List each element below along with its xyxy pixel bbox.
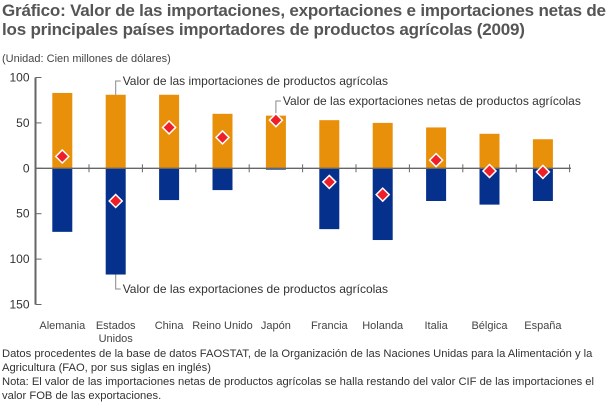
import-bar	[319, 120, 340, 169]
net-export-marker	[481, 163, 498, 179]
y-tick-label: 150	[9, 298, 29, 312]
x-category-label: Japón	[261, 320, 291, 332]
import-bar	[479, 133, 500, 169]
callout-label-imports: Valor de las importaciones de productos …	[123, 74, 388, 88]
net-export-marker	[268, 112, 284, 128]
x-category-label: Bélgica	[471, 320, 508, 332]
callout-line-exports	[115, 274, 121, 290]
x-category-label: Reino Unido	[192, 320, 253, 332]
import-bar	[372, 122, 393, 169]
net-export-marker	[108, 193, 124, 209]
y-tick-label: 0	[23, 161, 30, 175]
net-export-marker	[321, 174, 337, 190]
y-tick-label: 50	[16, 207, 30, 221]
import-bar	[532, 139, 553, 169]
x-category-label: España	[524, 320, 562, 332]
callout-label-net: Valor de las exportaciones netas de prod…	[283, 94, 581, 108]
export-bar	[426, 168, 447, 201]
callout-line-imports	[115, 80, 121, 95]
net-export-marker	[54, 148, 70, 165]
net-export-marker	[428, 152, 444, 168]
export-bar	[105, 168, 126, 275]
source-note: Datos procedentes de la base de datos FA…	[2, 348, 593, 374]
x-category-label: Unidos	[99, 333, 134, 345]
callout-label-exports: Valor de las exportaciones de productos …	[123, 282, 388, 296]
net-export-marker	[161, 119, 177, 136]
import-bar	[265, 115, 286, 169]
export-bar	[159, 168, 180, 201]
export-bar	[479, 168, 500, 205]
chart-notes: Datos procedentes de la base de datos FA…	[2, 347, 612, 403]
callout-line-net	[275, 100, 281, 114]
import-bar	[105, 94, 126, 169]
chart-title: Gráfico: Valor de las importaciones, exp…	[2, 1, 606, 39]
import-bar	[52, 92, 73, 169]
net-export-marker	[375, 187, 391, 203]
export-bar	[52, 168, 73, 232]
y-tick-label: 50	[16, 116, 30, 130]
export-bar	[532, 168, 553, 201]
unit-label: (Unidad: Cien millones de dólares)	[2, 53, 171, 65]
y-tick-label: 100	[9, 252, 29, 266]
x-category-label: Francia	[311, 320, 349, 332]
x-category-label: China	[155, 320, 185, 332]
calculation-note: Nota: El valor de las importaciones neta…	[2, 376, 595, 402]
y-tick-label: 100	[9, 71, 29, 85]
export-bar	[372, 168, 393, 241]
net-export-marker	[535, 164, 551, 180]
export-bar	[265, 168, 286, 170]
x-category-label: Italia	[424, 320, 448, 332]
net-export-marker	[214, 129, 231, 145]
export-bar	[212, 168, 233, 191]
x-category-label: Holanda	[362, 320, 404, 332]
x-category-label: Alemania	[39, 320, 86, 332]
x-category-label: Estados	[96, 320, 136, 332]
